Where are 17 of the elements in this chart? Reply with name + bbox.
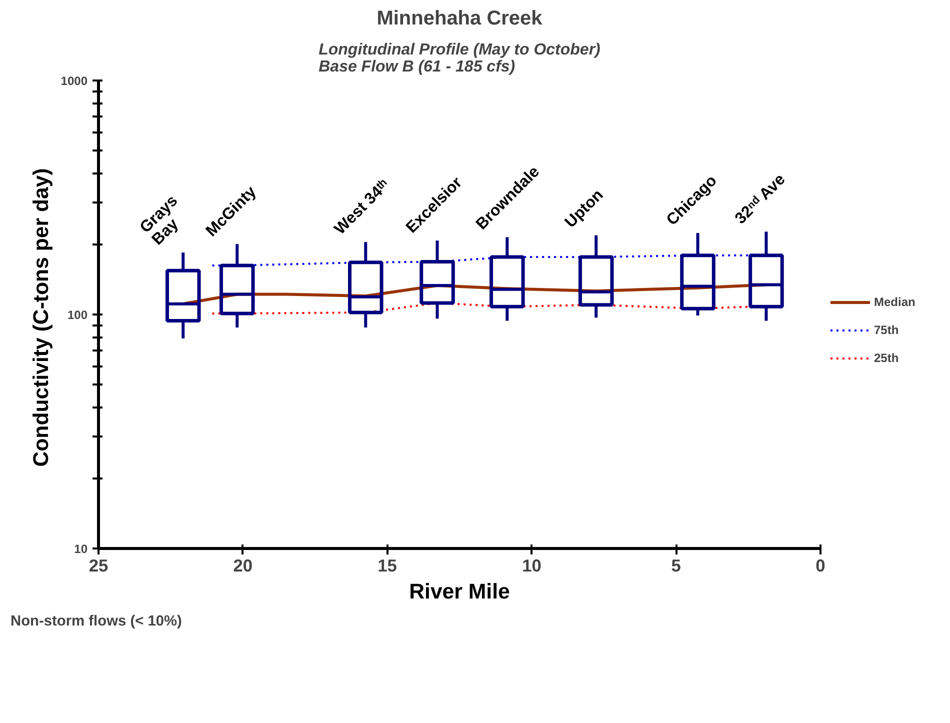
y-axis-title: Conductivity (C-tons per day)	[28, 168, 53, 467]
x-axis-title: River Mile	[409, 580, 510, 604]
x-tick-label: 25	[88, 556, 108, 576]
y-tick-label: 10	[74, 542, 88, 556]
x-tick-label: 20	[233, 556, 253, 576]
text: Non-storm flows (< 10%)	[10, 614, 182, 630]
x-tick-label: 15	[378, 556, 398, 576]
legend-label: 25th	[874, 351, 899, 365]
legend-label: 75th	[874, 323, 899, 337]
chart-title: Minnehaha Creek	[376, 8, 544, 30]
chart-subtitle: Longitudinal Profile (May to October) Base Flow B (61 - 185 cfs)	[318, 42, 600, 76]
x-tick-label: 0	[816, 556, 826, 576]
legend-label: Median	[874, 295, 916, 309]
y-tick-label: 100	[67, 308, 88, 322]
x-tick-label: 5	[671, 556, 682, 576]
y-tick-label: 1000	[60, 74, 88, 88]
x-tick-label: 10	[522, 556, 542, 576]
